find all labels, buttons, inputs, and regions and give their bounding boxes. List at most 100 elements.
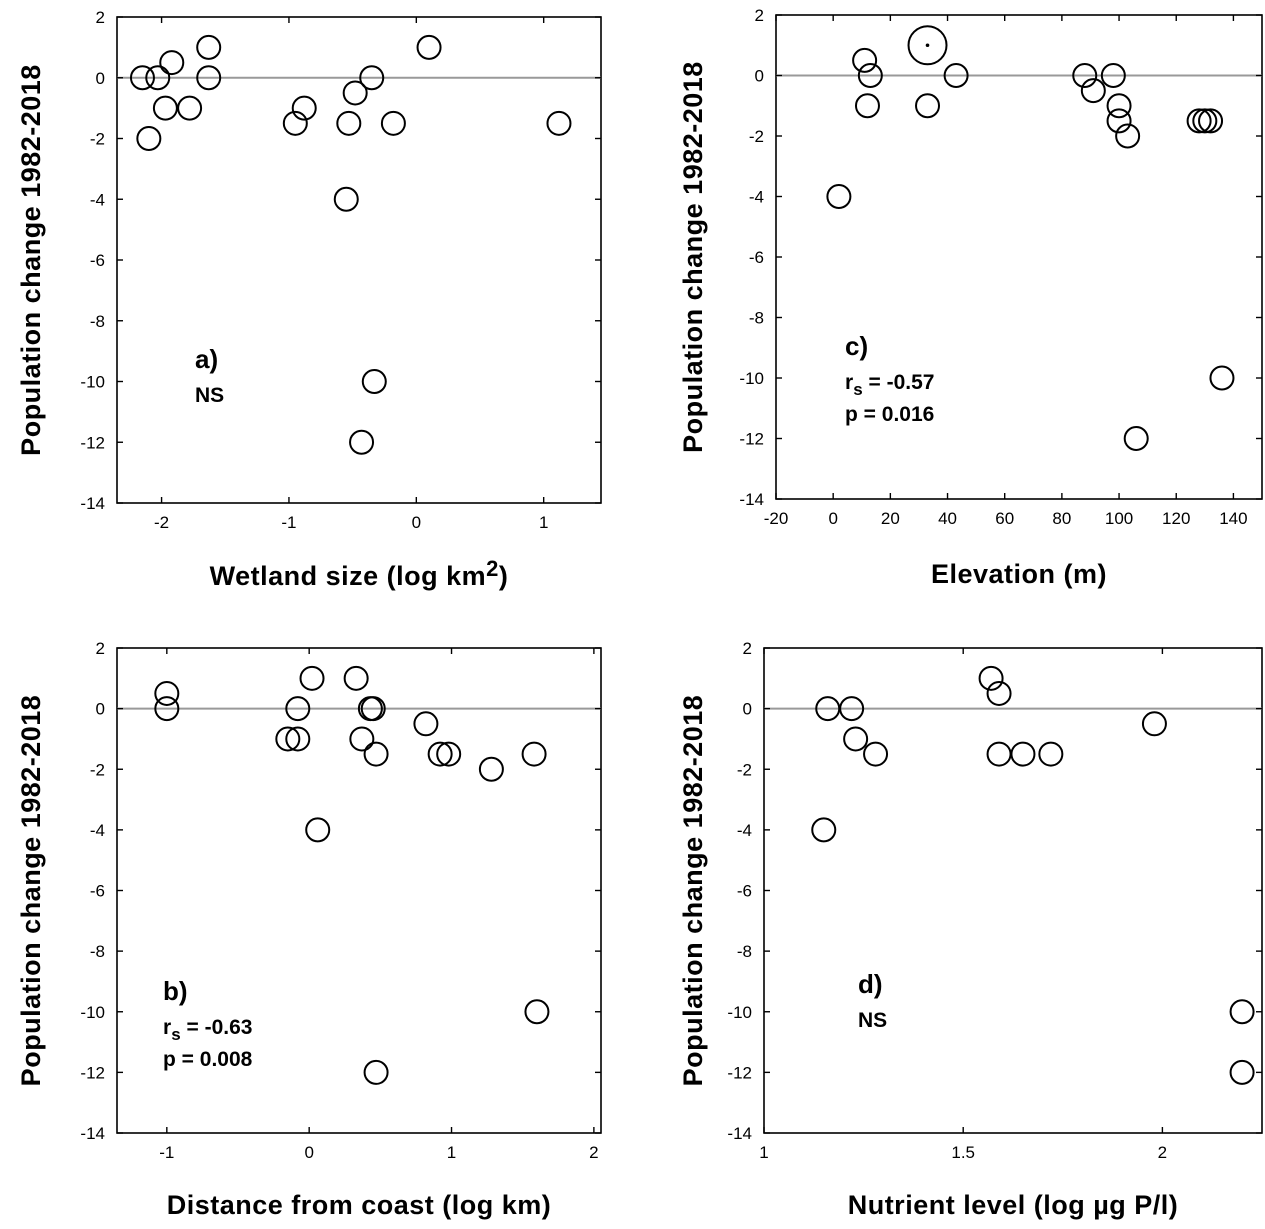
data-point bbox=[1038, 741, 1064, 767]
data-point bbox=[811, 817, 837, 843]
y-tick-label: -2 bbox=[749, 127, 764, 146]
y-tick-label: -12 bbox=[727, 1063, 752, 1082]
data-point bbox=[1209, 365, 1235, 391]
data-point bbox=[427, 741, 453, 767]
plot-frame bbox=[763, 647, 1263, 1134]
panel-label: c) bbox=[845, 331, 868, 361]
y-tick-label: 2 bbox=[96, 8, 105, 27]
x-axis-title: Elevation (m) bbox=[931, 559, 1107, 589]
y-tick-label: -10 bbox=[80, 1003, 105, 1022]
annotation-line: NS bbox=[858, 1009, 887, 1032]
panel-label: a) bbox=[195, 344, 218, 374]
x-axis-title: Wetland size (log km2) bbox=[210, 556, 509, 591]
y-tick-label: -14 bbox=[80, 494, 105, 513]
data-point bbox=[915, 93, 941, 119]
data-point bbox=[978, 665, 1004, 691]
data-point bbox=[1100, 63, 1126, 88]
data-point bbox=[129, 65, 155, 91]
y-tick-label: -8 bbox=[737, 942, 752, 961]
x-axis-title: Nutrient level (log µg P/l) bbox=[848, 1190, 1179, 1220]
data-point bbox=[546, 110, 572, 136]
y-tick-label: -4 bbox=[90, 821, 105, 840]
x-tick-label: -2 bbox=[154, 513, 169, 532]
panel-label: b) bbox=[163, 976, 188, 1006]
y-tick-label: -14 bbox=[80, 1124, 105, 1143]
data-point bbox=[839, 696, 865, 722]
data-point bbox=[336, 110, 362, 136]
data-point bbox=[145, 65, 171, 91]
plot-frame bbox=[775, 14, 1263, 500]
data-point bbox=[349, 726, 375, 752]
data-point bbox=[826, 184, 852, 209]
y-tick-label: 0 bbox=[743, 700, 752, 719]
x-axis-title-text: Nutrient level (log µg P/l) bbox=[848, 1190, 1179, 1220]
x-tick-label: -1 bbox=[281, 513, 296, 532]
x-tick-label: 1 bbox=[447, 1143, 456, 1162]
y-tick-label: -8 bbox=[90, 312, 105, 331]
x-tick-label: 1 bbox=[759, 1143, 768, 1162]
data-point bbox=[1010, 741, 1036, 767]
y-tick-label: -6 bbox=[737, 882, 752, 901]
data-point bbox=[1123, 426, 1149, 451]
annotation-r: r bbox=[163, 1016, 171, 1039]
y-tick-label: 0 bbox=[96, 700, 105, 719]
annotation-line: rs = -0.63 bbox=[163, 1016, 252, 1044]
y-axis-title: Population change 1982-2018 bbox=[678, 695, 708, 1087]
y-tick-label: 2 bbox=[743, 639, 752, 658]
data-point bbox=[154, 680, 180, 706]
data-point bbox=[852, 47, 878, 73]
y-tick-label: -14 bbox=[727, 1124, 752, 1143]
y-tick-label: -14 bbox=[739, 490, 764, 509]
data-point bbox=[1198, 108, 1224, 134]
data-point bbox=[436, 741, 462, 767]
x-tick-label: 2 bbox=[1158, 1143, 1167, 1162]
y-tick-label: -10 bbox=[80, 373, 105, 392]
x-tick-label: 20 bbox=[881, 509, 900, 528]
data-point bbox=[349, 429, 375, 455]
y-tick-label: -12 bbox=[80, 1063, 105, 1082]
x-tick-label: -1 bbox=[159, 1143, 174, 1162]
data-point bbox=[282, 110, 308, 136]
data-point bbox=[363, 1059, 389, 1085]
y-tick-label: -12 bbox=[739, 430, 764, 449]
annotation-line: NS bbox=[195, 384, 224, 407]
y-tick-label: 2 bbox=[755, 6, 764, 25]
annotation-line: p = 0.008 bbox=[163, 1048, 253, 1071]
data-point bbox=[285, 696, 311, 722]
data-point bbox=[159, 50, 185, 76]
panel-label: d) bbox=[858, 969, 883, 999]
x-tick-label: 0 bbox=[828, 509, 837, 528]
data-point bbox=[521, 741, 547, 767]
data-point bbox=[152, 95, 178, 121]
data-point bbox=[343, 665, 369, 691]
x-tick-label: 0 bbox=[304, 1143, 313, 1162]
data-point bbox=[1106, 93, 1132, 119]
y-tick-label: 0 bbox=[96, 69, 105, 88]
y-tick-label: -6 bbox=[90, 251, 105, 270]
y-tick-label: 2 bbox=[96, 639, 105, 658]
data-point bbox=[986, 741, 1012, 767]
y-tick-label: -4 bbox=[749, 188, 764, 207]
data-point bbox=[359, 65, 385, 91]
x-tick-label: 1.5 bbox=[951, 1143, 975, 1162]
x-tick-label: 100 bbox=[1105, 509, 1133, 528]
y-tick-label: -4 bbox=[90, 190, 105, 209]
data-point bbox=[1080, 78, 1106, 104]
x-axis-title-text: Wetland size (log km bbox=[210, 561, 487, 591]
data-point bbox=[177, 95, 203, 121]
x-axis-title-text: Distance from coast (log km) bbox=[167, 1190, 552, 1220]
data-point bbox=[986, 680, 1012, 706]
x-tick-label: 0 bbox=[412, 513, 421, 532]
data-point bbox=[380, 110, 406, 136]
data-point bbox=[305, 817, 331, 843]
y-tick-label: -4 bbox=[737, 821, 752, 840]
y-tick-label: -6 bbox=[90, 882, 105, 901]
data-point bbox=[291, 95, 317, 121]
data-point bbox=[907, 25, 948, 66]
annotation-value: = -0.63 bbox=[181, 1016, 253, 1039]
annotation-subscript: s bbox=[853, 380, 862, 399]
data-point bbox=[843, 726, 869, 752]
data-point bbox=[1229, 999, 1255, 1025]
